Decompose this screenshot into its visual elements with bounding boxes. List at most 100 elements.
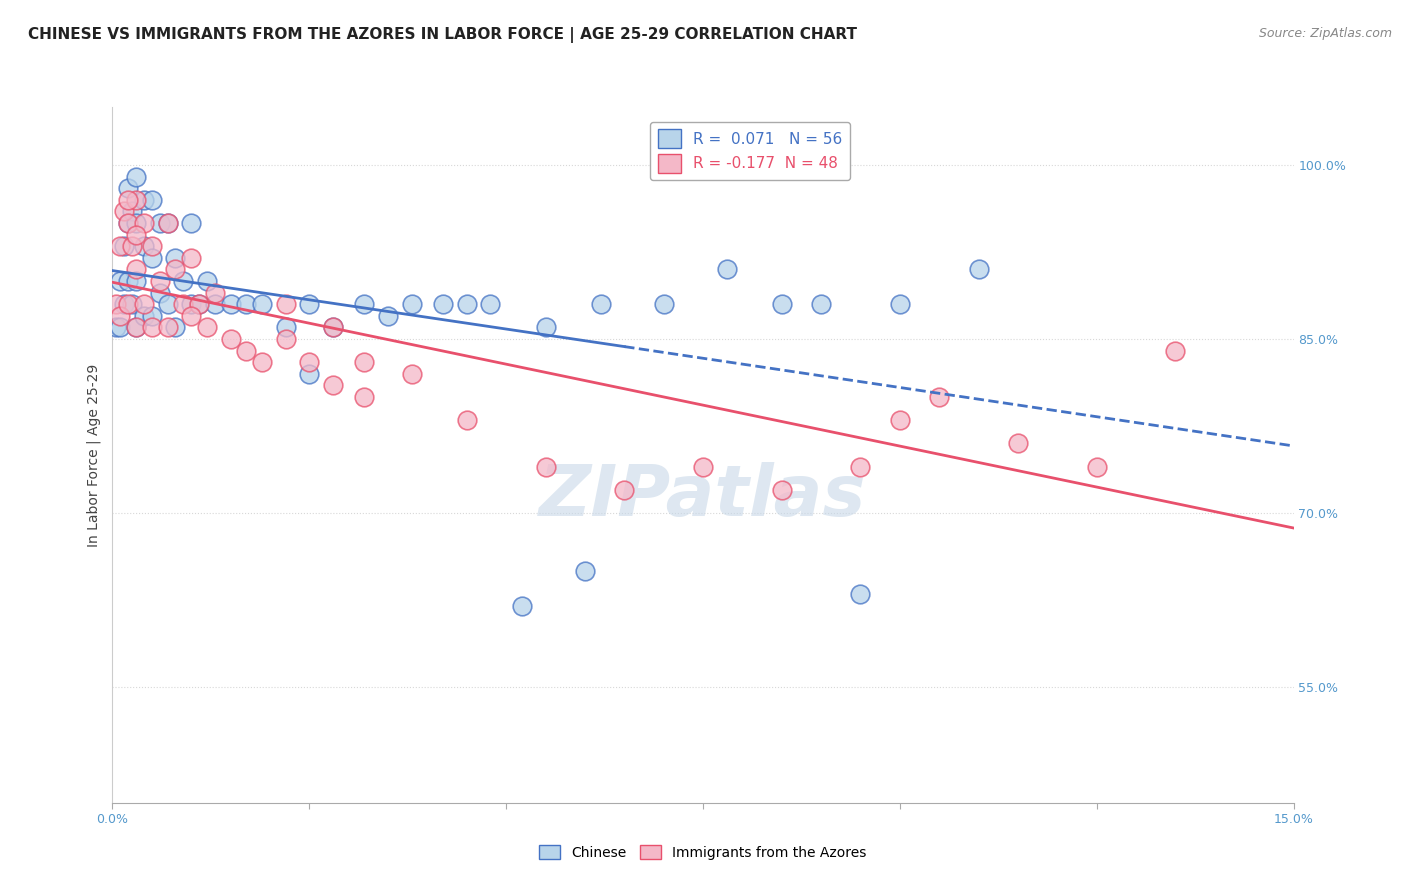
Point — [235, 343, 257, 358]
Point — [298, 355, 321, 369]
Text: CHINESE VS IMMIGRANTS FROM THE AZORES IN LABOR FORCE | AGE 25-29 CORRELATION CHA: CHINESE VS IMMIGRANTS FROM THE AZORES IN… — [28, 27, 858, 43]
Point — [195, 274, 218, 288]
Point — [613, 483, 636, 497]
Point — [165, 251, 187, 265]
Point — [112, 297, 135, 311]
Point — [401, 297, 423, 311]
Point — [112, 204, 135, 219]
Point — [849, 587, 872, 601]
Point — [132, 297, 155, 311]
Point — [117, 193, 139, 207]
Point — [692, 459, 714, 474]
Point — [132, 309, 155, 323]
Point — [274, 332, 297, 346]
Point — [141, 309, 163, 323]
Text: Source: ZipAtlas.com: Source: ZipAtlas.com — [1258, 27, 1392, 40]
Point — [574, 564, 596, 578]
Point — [125, 193, 148, 207]
Legend: Chinese, Immigrants from the Azores: Chinese, Immigrants from the Azores — [534, 839, 872, 865]
Text: ZIPatlas: ZIPatlas — [540, 462, 866, 531]
Point — [117, 274, 139, 288]
Point — [1085, 459, 1108, 474]
Point — [172, 297, 194, 311]
Point — [1164, 343, 1187, 358]
Point — [156, 216, 179, 230]
Point — [250, 355, 273, 369]
Point — [165, 320, 187, 334]
Point — [188, 297, 211, 311]
Point — [121, 239, 143, 253]
Point — [219, 297, 242, 311]
Point — [770, 297, 793, 311]
Point — [110, 309, 132, 323]
Point — [125, 216, 148, 230]
Point — [125, 320, 148, 334]
Point — [967, 262, 990, 277]
Point — [534, 459, 557, 474]
Point — [132, 239, 155, 253]
Y-axis label: In Labor Force | Age 25-29: In Labor Force | Age 25-29 — [87, 363, 101, 547]
Point — [889, 297, 911, 311]
Point — [456, 297, 478, 311]
Point — [219, 332, 242, 346]
Point — [274, 297, 297, 311]
Point — [298, 367, 321, 381]
Point — [105, 320, 128, 334]
Point — [117, 181, 139, 195]
Point — [432, 297, 454, 311]
Point — [112, 239, 135, 253]
Point — [810, 297, 832, 311]
Point — [141, 193, 163, 207]
Point — [156, 216, 179, 230]
Point — [353, 297, 375, 311]
Point — [322, 378, 344, 392]
Point — [105, 297, 128, 311]
Point — [110, 239, 132, 253]
Point — [298, 297, 321, 311]
Point — [165, 262, 187, 277]
Point — [117, 297, 139, 311]
Point — [125, 274, 148, 288]
Point — [117, 216, 139, 230]
Point — [456, 413, 478, 427]
Point — [510, 599, 533, 613]
Point — [589, 297, 612, 311]
Point — [156, 297, 179, 311]
Point — [125, 227, 148, 242]
Point — [132, 193, 155, 207]
Point — [180, 251, 202, 265]
Point — [849, 459, 872, 474]
Point — [195, 320, 218, 334]
Point — [188, 297, 211, 311]
Point — [716, 262, 738, 277]
Point — [141, 239, 163, 253]
Point — [353, 390, 375, 404]
Point — [172, 274, 194, 288]
Point — [401, 367, 423, 381]
Point — [110, 274, 132, 288]
Point — [204, 285, 226, 300]
Point — [479, 297, 502, 311]
Point — [125, 169, 148, 184]
Point — [250, 297, 273, 311]
Point — [534, 320, 557, 334]
Point — [1007, 436, 1029, 450]
Point — [652, 297, 675, 311]
Point — [353, 355, 375, 369]
Point — [928, 390, 950, 404]
Point — [770, 483, 793, 497]
Point — [180, 309, 202, 323]
Point — [322, 320, 344, 334]
Point — [125, 320, 148, 334]
Point — [117, 216, 139, 230]
Point — [149, 216, 172, 230]
Point — [377, 309, 399, 323]
Point — [235, 297, 257, 311]
Point — [156, 320, 179, 334]
Point — [180, 216, 202, 230]
Point — [121, 297, 143, 311]
Point — [274, 320, 297, 334]
Point — [121, 204, 143, 219]
Point — [132, 216, 155, 230]
Point — [889, 413, 911, 427]
